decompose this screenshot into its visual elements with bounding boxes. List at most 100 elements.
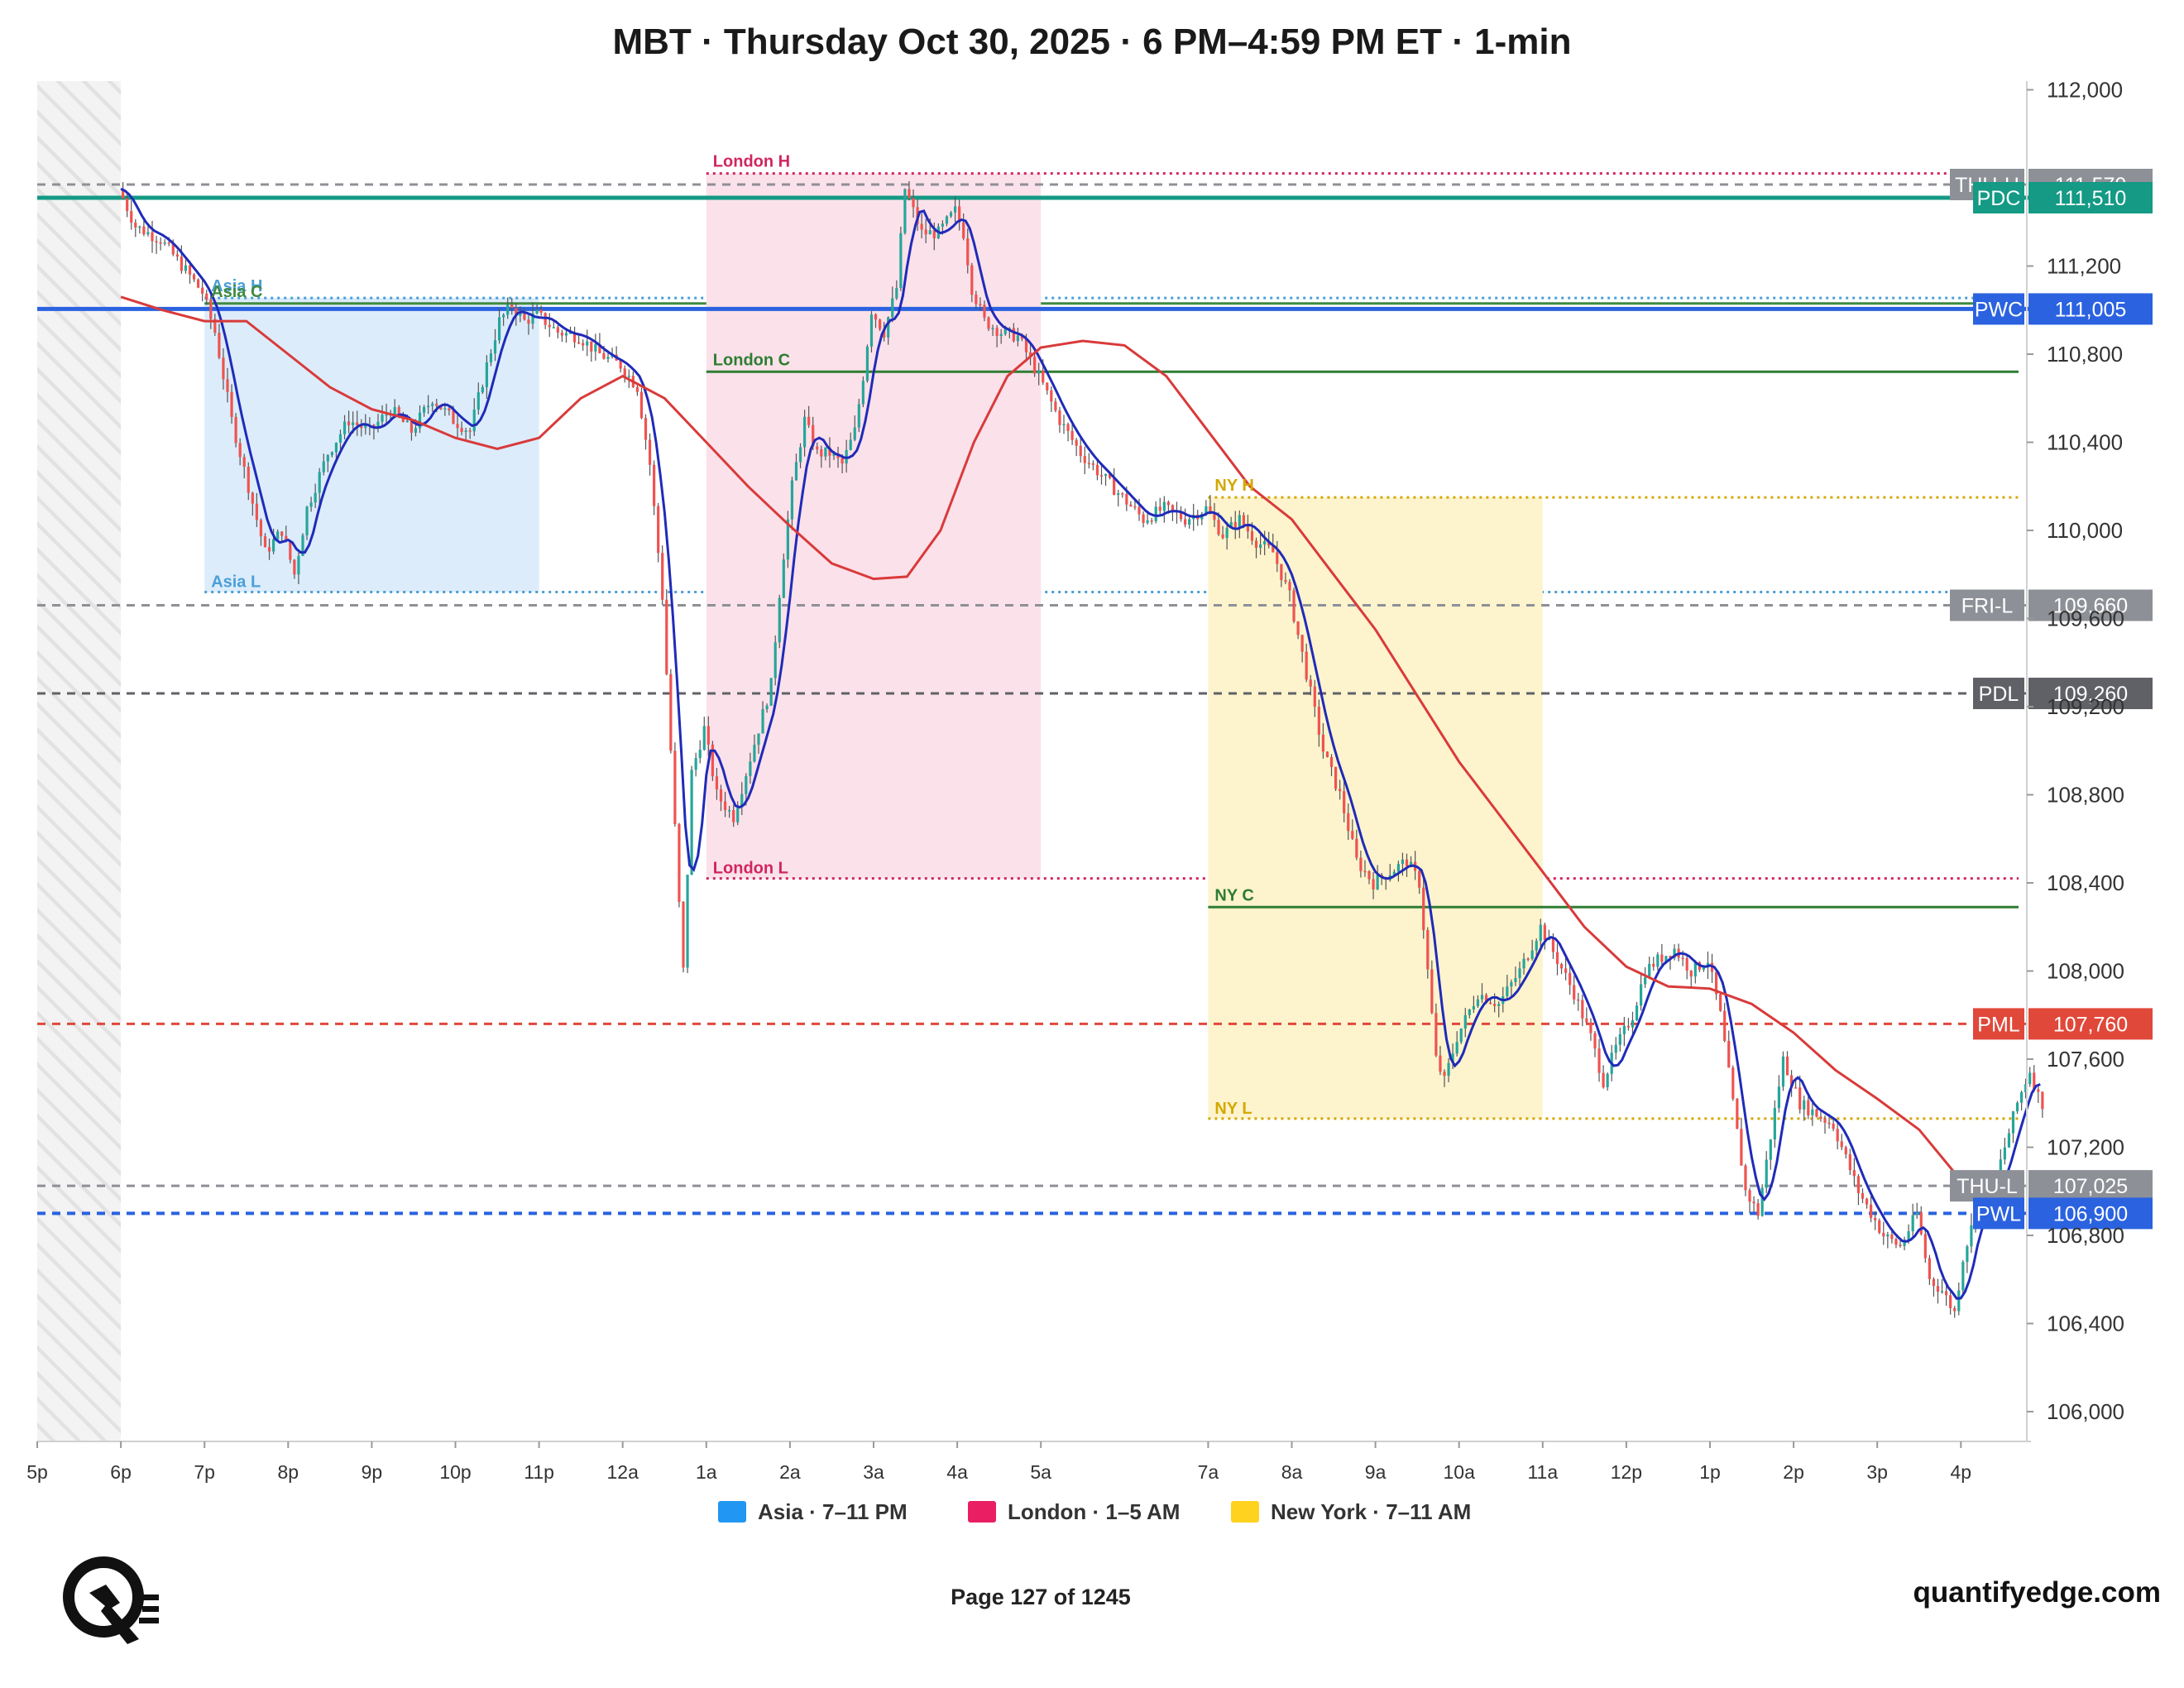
- candle-body: [999, 333, 1003, 336]
- level-price-pwl: 106,900: [2053, 1202, 2128, 1225]
- candle-body: [267, 547, 271, 552]
- candle-body: [155, 241, 158, 242]
- x-tick-label: 12p: [1611, 1461, 1642, 1483]
- candle-body: [661, 553, 664, 600]
- site-url[interactable]: quantifyedge.com: [1913, 1576, 2161, 1609]
- candle-body: [414, 428, 418, 433]
- candle-body: [1028, 352, 1032, 357]
- candle-body: [209, 300, 213, 319]
- candle-body: [841, 458, 844, 464]
- candle-body: [1463, 1014, 1467, 1029]
- candle-body: [1058, 410, 1061, 425]
- candle-body: [1693, 961, 1697, 977]
- candle-body: [635, 386, 639, 392]
- x-tick-label: 2a: [779, 1461, 801, 1483]
- candle-body: [1037, 370, 1041, 374]
- legend-label-0: Asia · 7–11 PM: [758, 1499, 908, 1524]
- candle-body: [1535, 941, 1538, 951]
- candle-body: [1798, 1087, 1802, 1110]
- candle-body: [1559, 964, 1564, 969]
- candle-body: [1740, 1129, 1743, 1166]
- candle-body: [1631, 1019, 1635, 1028]
- candle-body: [301, 535, 304, 556]
- candle-body: [2003, 1147, 2006, 1160]
- candle-body: [472, 410, 476, 432]
- candle-body: [1418, 870, 1421, 888]
- candle-body: [586, 341, 589, 346]
- level-price-tag-pml: [2028, 1008, 2153, 1040]
- candle-body: [1803, 1100, 1806, 1110]
- candle-body: [334, 442, 338, 453]
- candle-body: [1099, 475, 1104, 477]
- level-price-pwc: 111,005: [2055, 298, 2127, 321]
- candle-body: [1205, 506, 1208, 515]
- level-badge-thu-l: [1950, 1170, 2024, 1202]
- candle-body: [1343, 791, 1346, 813]
- candle-body: [590, 341, 593, 352]
- quantifyedge-logo-icon: [58, 1551, 165, 1655]
- candle-body: [1861, 1192, 1865, 1199]
- candle-body: [1254, 540, 1258, 549]
- level-price-tag-pdc: [2028, 181, 2153, 213]
- candle-body: [1731, 1067, 1735, 1099]
- x-tick-label: 11a: [1527, 1461, 1558, 1483]
- candle-body: [1769, 1139, 1772, 1160]
- candle-body: [1250, 531, 1254, 541]
- candle-body: [435, 403, 438, 406]
- candle-body: [1217, 520, 1220, 535]
- candle-body: [1815, 1109, 1818, 1117]
- candle-body: [1066, 424, 1070, 431]
- candle-body: [1664, 956, 1668, 962]
- candle-body: [393, 407, 396, 415]
- candle-body: [1597, 1048, 1601, 1073]
- candle-body: [903, 189, 907, 233]
- candle-body: [197, 279, 200, 288]
- candle-body: [857, 404, 860, 428]
- candle-body: [523, 312, 526, 320]
- candle-body: [812, 424, 815, 447]
- level-name-pml: PML: [1977, 1013, 2020, 1036]
- candle-body: [1966, 1246, 1969, 1263]
- candle-body: [1932, 1278, 1936, 1287]
- candle-body: [853, 427, 856, 440]
- candle-body: [644, 418, 648, 440]
- candle-body: [146, 232, 150, 235]
- candle-body: [1539, 924, 1542, 942]
- candle-body: [1363, 870, 1367, 873]
- candle-body: [1242, 515, 1245, 525]
- candle-body: [452, 410, 455, 424]
- candle-body: [1091, 463, 1094, 465]
- level-badge-pdc: [1973, 181, 2024, 213]
- candle-body: [489, 353, 493, 362]
- candle-body: [201, 287, 204, 294]
- level-badge-pml: [1973, 1008, 2024, 1040]
- candle-body: [360, 424, 363, 429]
- candle-body: [1673, 948, 1676, 958]
- candle-body: [1321, 734, 1325, 752]
- candle-body: [1593, 1033, 1597, 1049]
- candle-body: [1848, 1153, 1851, 1171]
- candle-body: [1919, 1211, 1923, 1235]
- level-price-fri-l: 109,660: [2053, 595, 2128, 618]
- candle-body: [1104, 473, 1108, 476]
- candle-body: [1459, 1029, 1463, 1043]
- candle-body: [338, 434, 342, 443]
- candle-body: [326, 455, 329, 462]
- candle-body: [1409, 861, 1413, 866]
- candle-body: [352, 422, 355, 425]
- candle-body: [289, 540, 292, 560]
- candle-body: [1276, 552, 1279, 564]
- legend-swatch-1: [968, 1501, 996, 1523]
- session-box-asia: [204, 298, 539, 592]
- candle-body: [1573, 985, 1576, 1000]
- x-tick-label: 9p: [362, 1461, 383, 1483]
- candle-body: [1396, 864, 1401, 872]
- candle-body: [769, 678, 773, 706]
- candle-body: [619, 360, 622, 369]
- candle-body: [443, 408, 447, 410]
- candle-body: [1903, 1240, 1906, 1246]
- candle-body: [1756, 1203, 1760, 1216]
- candle-body: [1075, 439, 1078, 446]
- candle-body: [1894, 1239, 1898, 1245]
- candle-body: [1054, 401, 1057, 411]
